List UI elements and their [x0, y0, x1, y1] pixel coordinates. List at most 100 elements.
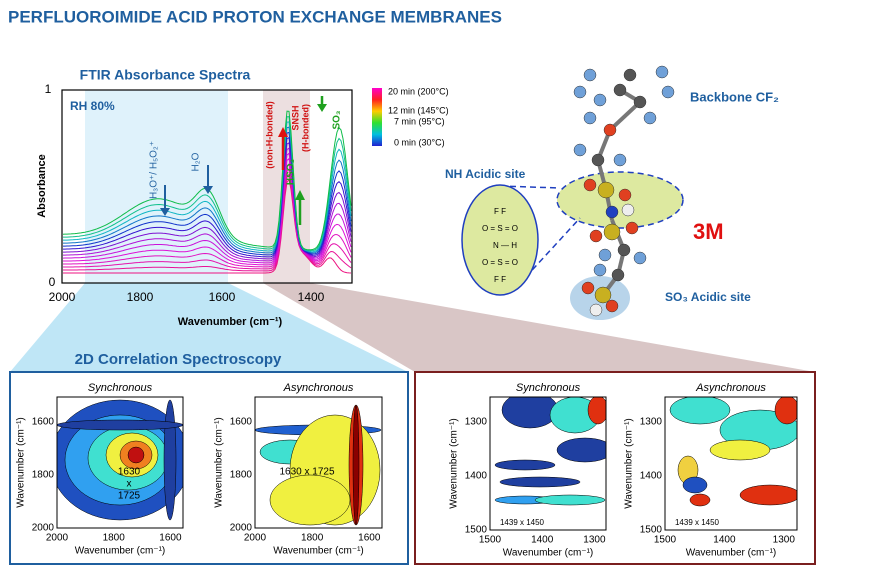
- x-axis-label: Wavenumber (cm⁻¹): [686, 548, 776, 559]
- atom: [593, 263, 607, 277]
- y-tick-label: 1300: [640, 417, 663, 428]
- legend-label: 0 min (30°C): [394, 137, 445, 147]
- atom: [583, 111, 597, 125]
- molecule: [573, 65, 675, 317]
- arrow-head: [295, 190, 305, 200]
- annotation: H₃O⁺/ H₅O₂⁺: [149, 141, 160, 199]
- projection-right: [263, 283, 815, 372]
- atom: [618, 188, 632, 202]
- x-axis-label: Wavenumber (cm⁻¹): [178, 316, 283, 328]
- legend-label: 20 min (200°C): [388, 86, 449, 96]
- atom: [633, 251, 647, 265]
- annotation: H₂O: [191, 152, 202, 171]
- atom: [605, 205, 619, 219]
- contour: [57, 397, 183, 528]
- contour-frame: [489, 396, 607, 531]
- contour: [490, 397, 606, 530]
- atom: [581, 281, 595, 295]
- atom: [583, 68, 597, 82]
- colorbar: [372, 88, 382, 146]
- x-tick-label: 1500: [479, 535, 502, 546]
- atom: [598, 248, 612, 262]
- logo: 3M: [693, 219, 724, 244]
- contour-frame: [56, 396, 184, 529]
- y-tick-label: 1: [45, 82, 52, 96]
- annotation: (non-H-bonded): [264, 101, 274, 168]
- atom: [661, 85, 675, 99]
- annotation: 1439 x 1450: [675, 518, 720, 527]
- atom: [583, 178, 597, 192]
- contour-level: [352, 404, 360, 526]
- panel-title: Synchronous: [88, 382, 153, 394]
- contour-level: [494, 459, 556, 471]
- x-tick-label: 1400: [713, 535, 736, 546]
- inset-ellipse: [461, 184, 539, 296]
- atom: [613, 83, 627, 97]
- x-tick-label: 2000: [244, 533, 267, 544]
- y-tick-label: 1300: [465, 417, 488, 428]
- contour-level: [269, 474, 351, 526]
- section-title: 2D Correlation Spectroscopy: [75, 351, 282, 368]
- projection-left: [10, 283, 408, 372]
- y-tick-label: 1400: [465, 471, 488, 482]
- y-tick-label: 2000: [32, 523, 55, 534]
- contour-frame: [254, 396, 383, 529]
- atom: [573, 143, 587, 157]
- atom: [625, 221, 639, 235]
- annotation: 1630: [118, 467, 141, 478]
- inset-text: O = S = O: [482, 258, 518, 267]
- x-tick-label: 1400: [298, 290, 325, 304]
- atom: [605, 299, 619, 313]
- x-tick-label: 1300: [773, 535, 796, 546]
- contour-level: [534, 494, 606, 506]
- x-tick-label: 1500: [654, 535, 677, 546]
- x-tick-label: 1600: [159, 533, 182, 544]
- atom: [591, 153, 605, 167]
- x-tick-label: 1800: [301, 533, 324, 544]
- spectra: [62, 110, 352, 274]
- atom: [643, 111, 657, 125]
- contour-level: [739, 484, 797, 506]
- label: NH Acidic site: [445, 167, 526, 181]
- panel-title: Asynchronous: [695, 382, 766, 394]
- x-tick-label: 1300: [583, 535, 606, 546]
- y-tick-label: 1600: [230, 417, 253, 428]
- panel-title: Asynchronous: [283, 382, 354, 394]
- y-tick-label: 1500: [640, 525, 663, 536]
- plot-frame: [61, 89, 353, 284]
- y-tick-label: 1500: [465, 525, 488, 536]
- page-title: PERFLUOROIMIDE ACID PROTON EXCHANGE MEMB…: [8, 7, 502, 26]
- inset-text: N — H: [493, 241, 517, 250]
- atom: [633, 95, 647, 109]
- y-tick-label: 2000: [230, 523, 253, 534]
- annotation: SO₃: [332, 110, 343, 129]
- contour-level: [774, 397, 797, 425]
- arrow-head: [278, 127, 288, 137]
- annotation: 1725: [118, 491, 141, 502]
- contour-level: [163, 399, 177, 521]
- atom: [597, 181, 615, 199]
- contour-level: [682, 476, 708, 494]
- label: Backbone CF₂: [690, 89, 779, 104]
- atom: [603, 123, 617, 137]
- contour-level: [709, 439, 771, 461]
- inset-text: F F: [494, 207, 506, 216]
- x-axis-label: Wavenumber (cm⁻¹): [273, 546, 363, 557]
- atom: [603, 223, 621, 241]
- connector: [511, 217, 581, 293]
- y-axis-label: Absorbance: [36, 154, 48, 218]
- atom: [589, 303, 603, 317]
- inset-text: O = S = O: [482, 224, 518, 233]
- x-axis-label: Wavenumber (cm⁻¹): [503, 548, 593, 559]
- annotation: 1439 x 1450: [500, 518, 545, 527]
- contour: [665, 397, 797, 530]
- atom: [621, 203, 635, 217]
- atom: [573, 85, 587, 99]
- x-tick-label: 1600: [358, 533, 381, 544]
- contour-level: [127, 446, 145, 464]
- bond: [608, 100, 642, 132]
- arrow-head: [160, 208, 170, 216]
- contour-level: [556, 437, 606, 463]
- x-tick-label: 1400: [531, 535, 554, 546]
